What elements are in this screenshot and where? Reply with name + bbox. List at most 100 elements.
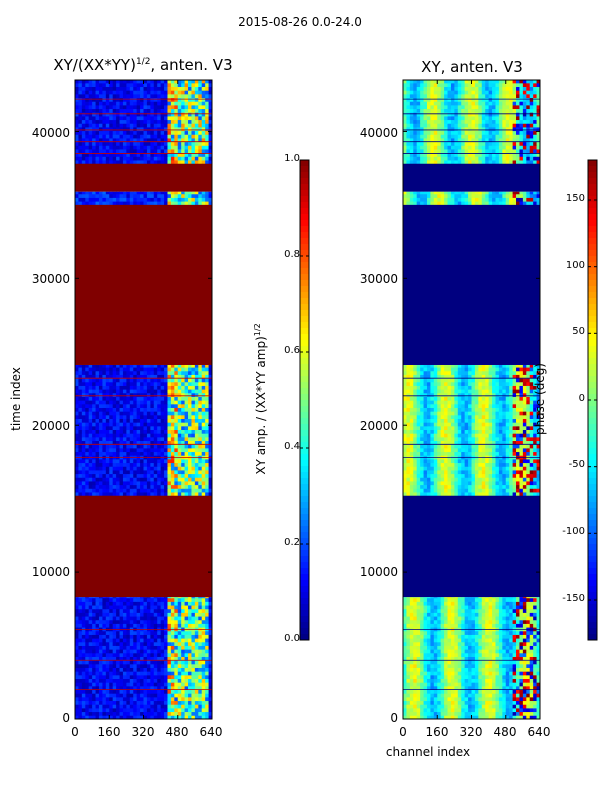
- heatmap-cell: [109, 191, 114, 195]
- heatmap-cell: [403, 693, 407, 698]
- heatmap-cell: [409, 656, 414, 661]
- heatmap-cell: [157, 425, 162, 431]
- heatmap-cell: [174, 660, 179, 665]
- heatmap-cell: [81, 134, 86, 139]
- heatmap-cell: [426, 682, 431, 687]
- heatmap-cell: [119, 601, 124, 606]
- heatmap-cell: [157, 403, 162, 408]
- heatmap-cell: [160, 138, 165, 143]
- heatmap-cell: [450, 678, 455, 683]
- heatmap-cell: [98, 141, 103, 146]
- heatmap-cell: [140, 425, 144, 431]
- heatmap-cell: [509, 689, 513, 694]
- heatmap-cell: [167, 492, 172, 497]
- heatmap-cell: [481, 685, 486, 691]
- heatmap-cell: [109, 115, 114, 121]
- heatmap-cell: [78, 90, 83, 95]
- heatmap-cell: [474, 634, 479, 639]
- heatmap-cell: [406, 667, 411, 672]
- heatmap-cell: [160, 436, 165, 442]
- heatmap-cell: [105, 108, 110, 113]
- heatmap-cell: [198, 466, 203, 471]
- heatmap-cell: [133, 112, 138, 117]
- heatmap-cell: [116, 601, 120, 606]
- heatmap-cell: [201, 392, 206, 397]
- heatmap-cell: [105, 93, 110, 99]
- heatmap-cell: [122, 429, 127, 434]
- heatmap-cell: [85, 492, 90, 497]
- heatmap-cell: [205, 473, 209, 478]
- heatmap-cell: [526, 674, 531, 679]
- heatmap-cell: [447, 667, 452, 672]
- heatmap-cell: [95, 674, 100, 679]
- heatmap-cell: [129, 418, 134, 423]
- heatmap-cell: [150, 608, 155, 613]
- heatmap-cell: [164, 623, 168, 628]
- heatmap-cell: [170, 696, 175, 702]
- heatmap-cell: [184, 656, 189, 661]
- heatmap-cell: [129, 484, 134, 489]
- heatmap-cell: [177, 101, 182, 106]
- heatmap-cell: [205, 663, 209, 668]
- heatmap-cell: [519, 674, 524, 679]
- heatmap-cell: [75, 433, 79, 438]
- heatmap-cell: [420, 711, 424, 716]
- heatmap-cell: [122, 86, 127, 91]
- heatmap-cell: [201, 101, 206, 106]
- heatmap-cell: [98, 440, 103, 445]
- heatmap-cell: [191, 407, 196, 412]
- heatmap-cell: [95, 715, 100, 720]
- heatmap-cell: [403, 682, 407, 687]
- heatmap-cell: [98, 678, 103, 683]
- heatmap-cell: [208, 660, 213, 665]
- heatmap-cell: [78, 685, 83, 691]
- heatmap-cell: [485, 693, 490, 698]
- heatmap-cell: [75, 378, 79, 383]
- heatmap-cell: [167, 104, 172, 110]
- heatmap-cell: [136, 671, 141, 676]
- heatmap-cell: [129, 671, 134, 676]
- heatmap-cell: [150, 652, 155, 657]
- heatmap-cell: [164, 429, 168, 434]
- heatmap-cell: [122, 597, 127, 602]
- heatmap-cell: [116, 80, 120, 84]
- heatmap-cell: [420, 619, 424, 624]
- heatmap-cell: [136, 145, 141, 150]
- heatmap-cell: [109, 411, 114, 416]
- heatmap-cell: [174, 700, 179, 705]
- heatmap-cell: [205, 492, 209, 497]
- heatmap-cell: [136, 477, 141, 482]
- heatmap-cell: [136, 97, 141, 102]
- heatmap-cell: [78, 652, 83, 657]
- heatmap-cell: [184, 700, 189, 705]
- heatmap-cell: [208, 364, 213, 368]
- heatmap-cell: [181, 481, 185, 486]
- heatmap-cell: [146, 86, 151, 91]
- heatmap-cell: [181, 97, 185, 102]
- heatmap-cell: [95, 364, 100, 368]
- heatmap-cell: [474, 630, 479, 635]
- heatmap-cell: [126, 370, 131, 375]
- heatmap-cell: [529, 634, 534, 639]
- heatmap-cell: [78, 108, 83, 113]
- heatmap-cell: [488, 623, 493, 628]
- heatmap-cell: [205, 707, 209, 713]
- heatmap-cell: [502, 700, 507, 705]
- heatmap-cell: [129, 115, 134, 121]
- heatmap-cell: [205, 152, 209, 157]
- heatmap-cell: [433, 619, 438, 624]
- heatmap-cell: [95, 119, 100, 124]
- heatmap-cell: [133, 660, 138, 665]
- heatmap-cell: [437, 634, 442, 639]
- heatmap-cell: [164, 141, 168, 146]
- heatmap-cell: [92, 704, 96, 709]
- heatmap-cell: [174, 436, 179, 442]
- heatmap-cell: [81, 90, 86, 95]
- heatmap-cell: [150, 378, 155, 383]
- heatmap-cell: [205, 156, 209, 161]
- heatmap-cell: [85, 689, 90, 694]
- heatmap-cell: [201, 440, 206, 445]
- heatmap-cell: [502, 711, 507, 716]
- heatmap-cell: [150, 619, 155, 624]
- heatmap-cell: [92, 378, 96, 383]
